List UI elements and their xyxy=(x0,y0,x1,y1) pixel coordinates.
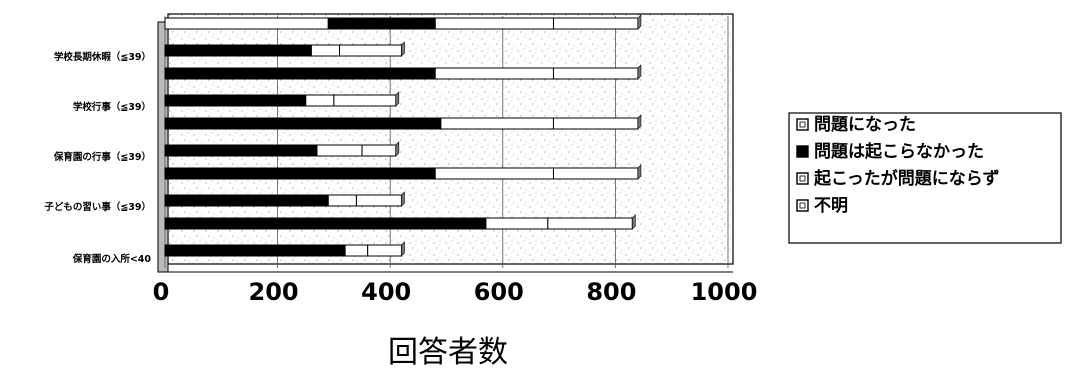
bar-lower-3-seg-2 xyxy=(164,144,318,157)
legend-swatch-inner xyxy=(799,175,806,182)
category-label: 子どもの習い事（≦39） xyxy=(44,201,151,213)
tick-labels: 0 200 400 600 800 1000 xyxy=(153,278,758,306)
bar-lower-1-seg-3 xyxy=(310,44,341,57)
bar-upper-5-seg-2 xyxy=(164,217,487,230)
category-label: 学校長期休暇（≦39） xyxy=(54,51,151,63)
bars xyxy=(164,14,642,257)
category-label: 学校行事（≦39） xyxy=(73,101,151,113)
x-tick-label: 0 xyxy=(153,278,170,306)
bar-lower-4-seg-3 xyxy=(327,194,357,207)
bar-lower-4-side xyxy=(401,191,405,207)
bar-lower-5-seg-4 xyxy=(367,244,402,257)
x-axis-title: 回答者数 xyxy=(388,335,508,369)
legend-label: 問題は起こらなかった xyxy=(814,141,984,162)
x-tick-label: 200 xyxy=(249,278,299,306)
x-tick-label: 400 xyxy=(361,278,411,306)
bar-upper-1-seg-2 xyxy=(327,17,436,30)
bar-lower-5-seg-2 xyxy=(164,244,346,257)
x-tick-label: 1000 xyxy=(691,278,758,306)
bar-upper-2-seg-3 xyxy=(434,67,554,80)
category-labels: 学校長期休暇（≦39） 学校行事（≦39） 保育園の行事（≦39） 子どもの習い事（≦… xyxy=(44,51,151,265)
legend-label: 不明 xyxy=(814,196,848,216)
bar-upper-1-seg-4 xyxy=(552,17,639,30)
bar-lower-2-seg-3 xyxy=(305,94,335,107)
bar-lower-3-seg-4 xyxy=(361,144,397,157)
bar-lower-2-seg-4 xyxy=(333,94,397,107)
bar-lower-1-seg-2 xyxy=(164,44,312,57)
bar-lower-2-side xyxy=(395,91,400,107)
bar-upper-4-side xyxy=(637,164,642,180)
category-label: 保育園の行事（≦39） xyxy=(53,151,151,163)
bar-upper-5-side xyxy=(631,214,636,230)
bar-lower-1-seg-4 xyxy=(339,44,402,57)
bar-upper-5-seg-4 xyxy=(547,217,633,230)
bar-upper-4-seg-4 xyxy=(552,167,639,180)
legend-swatch-inner xyxy=(799,121,806,128)
bar-upper-1-side xyxy=(637,14,642,30)
category-label: 保育園の入所<40 xyxy=(72,253,152,265)
bar-upper-2-seg-2 xyxy=(164,67,436,80)
bar-lower-4-seg-2 xyxy=(164,194,329,207)
bar-lower-5-seg-3 xyxy=(344,244,369,257)
bar-upper-3-seg-4 xyxy=(552,117,639,130)
legend-label: 起こったが問題にならず xyxy=(813,168,999,189)
x-tick-label: 600 xyxy=(474,278,524,306)
bar-upper-3-seg-2 xyxy=(164,117,442,130)
bar-upper-4-seg-3 xyxy=(434,167,554,180)
bar-lower-4-seg-4 xyxy=(355,194,402,207)
bar-lower-5-side xyxy=(401,241,405,257)
legend-box xyxy=(788,112,1062,244)
x-tick-label: 800 xyxy=(586,278,636,306)
bar-lower-3-seg-3 xyxy=(316,144,363,157)
bar-upper-1-seg-1 xyxy=(164,17,329,30)
bar-upper-5-seg-3 xyxy=(485,217,549,230)
bar-lower-1-side xyxy=(401,41,405,57)
bar-upper-2-seg-4 xyxy=(552,67,639,80)
bar-upper-4-seg-2 xyxy=(164,167,436,180)
legend-swatch-inner xyxy=(799,202,806,209)
bar-lower-2-seg-2 xyxy=(164,94,307,107)
bar-lower-3-side xyxy=(395,141,400,157)
bar-upper-1-seg-3 xyxy=(434,17,554,30)
bar-upper-3-side xyxy=(637,114,642,130)
legend-label: 問題になった xyxy=(814,115,916,135)
legend-swatch xyxy=(796,145,809,158)
bar-upper-3-seg-3 xyxy=(440,117,554,130)
bar-upper-2-side xyxy=(637,64,642,80)
